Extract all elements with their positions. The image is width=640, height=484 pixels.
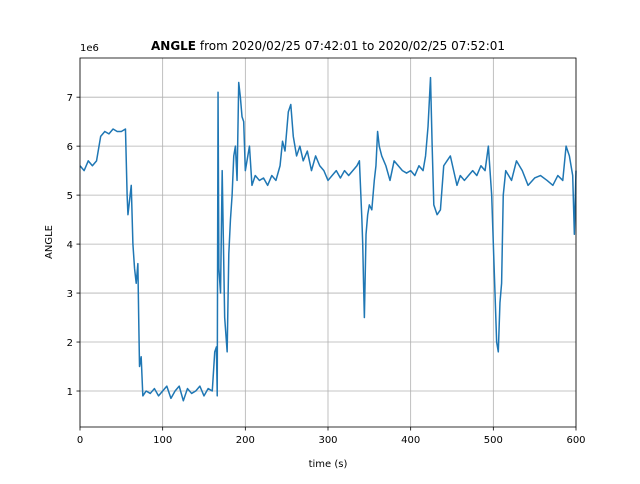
chart-title: ANGLE from 2020/02/25 07:42:01 to 2020/0… (151, 39, 505, 53)
y-tick-label: 3 (67, 289, 73, 300)
y-tick-label: 4 (67, 240, 73, 251)
x-tick-label: 200 (236, 435, 255, 446)
axes-frame (79, 57, 577, 428)
y-tick-label: 1 (67, 387, 73, 398)
x-tick-label: 600 (566, 435, 585, 446)
x-axis-label: time (s) (309, 459, 348, 470)
y-tick-label: 7 (67, 93, 73, 104)
y-tick-label: 2 (67, 338, 73, 349)
title-rest: from 2020/02/25 07:42:01 to 2020/02/25 0… (200, 39, 505, 53)
x-tick-label: 100 (153, 435, 172, 446)
data-line (79, 76, 577, 402)
x-tick-label: 400 (401, 435, 420, 446)
offset-text: 1e6 (80, 43, 99, 54)
y-tick-label: 6 (67, 142, 73, 153)
title-bold: ANGLE (151, 39, 196, 53)
x-tick-label: 0 (77, 435, 83, 446)
plot-area: 0 100 200 300 400 500 600 1 2 3 4 5 6 7 (67, 57, 586, 446)
x-tick-label: 300 (318, 435, 337, 446)
x-tick-label: 500 (484, 435, 503, 446)
y-tick-label: 5 (67, 191, 73, 202)
y-axis-label: ANGLE (44, 225, 55, 259)
